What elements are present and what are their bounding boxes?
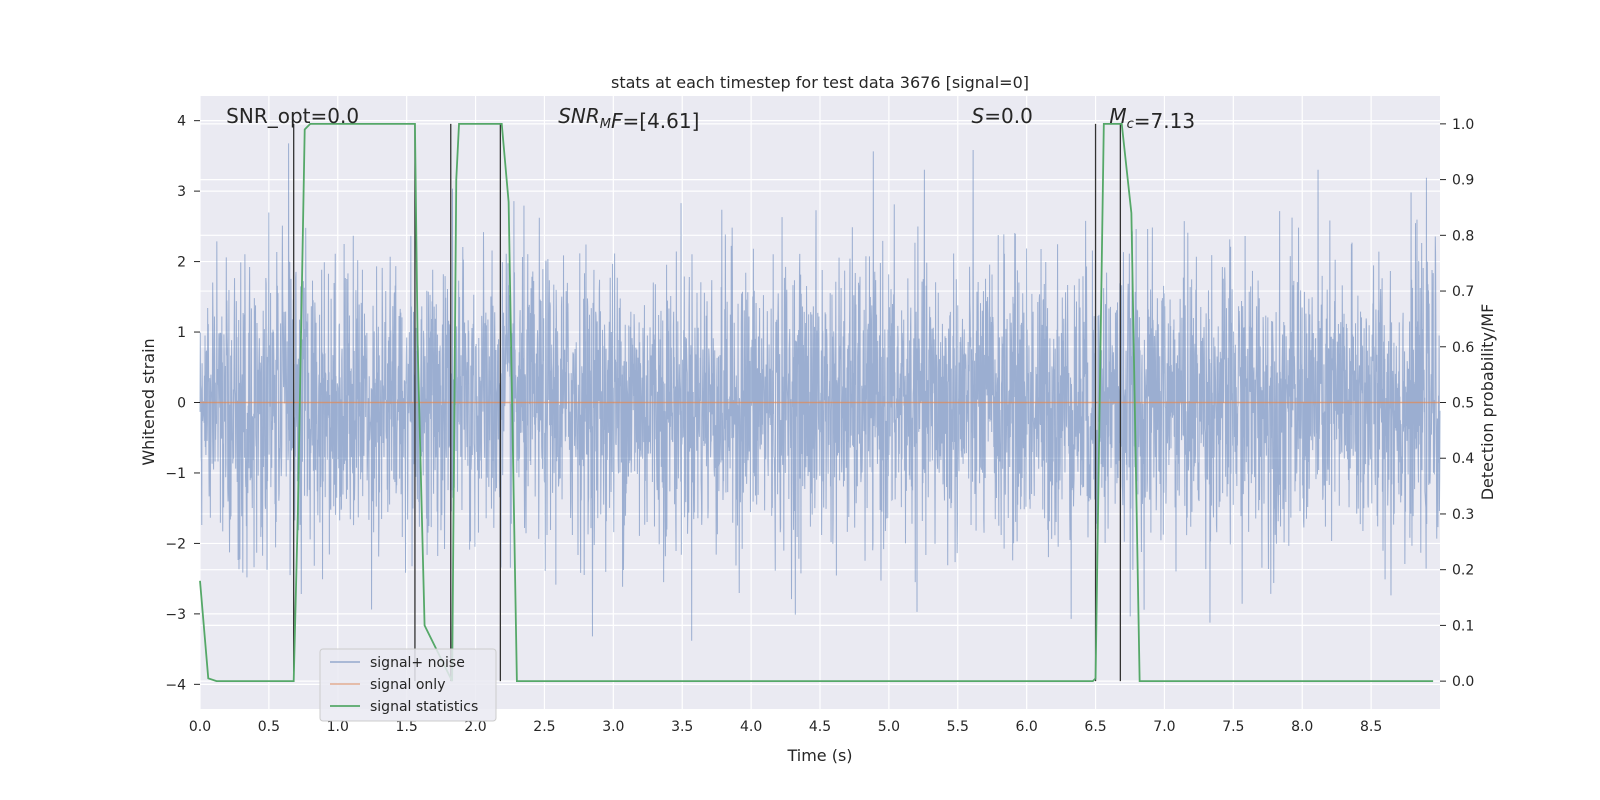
x-tick-label-8: 4.0 — [740, 719, 762, 735]
legend-label-stats: signal statistics — [370, 699, 478, 715]
y-right-tick-label-7: 0.7 — [1452, 284, 1474, 300]
y-right-tick-label-1: 0.1 — [1452, 618, 1474, 634]
legend-label-noise: signal+ noise — [370, 655, 465, 671]
legend: signal+ noise signal only signal statist… — [319, 648, 497, 722]
y-right-tick-label-9: 0.9 — [1452, 173, 1474, 189]
annotation-s: S=0.0 — [972, 104, 1033, 128]
annotation-snr-mf: SNRMF=[4.61] — [558, 104, 699, 133]
y-right-tick-label-10: 1.0 — [1452, 117, 1474, 133]
y-left-tick-label-0: −4 — [165, 677, 186, 693]
x-tick-label-11: 5.5 — [947, 719, 969, 735]
x-tick-label-2: 1.0 — [327, 719, 349, 735]
x-axis-label: Time (s) — [786, 746, 852, 765]
x-tick-label-1: 0.5 — [258, 719, 280, 735]
x-tick-label-10: 5.0 — [878, 719, 900, 735]
signal-noise-series — [199, 143, 1441, 641]
signal-noise-line — [199, 143, 1441, 641]
y-right-tick-label-2: 0.2 — [1452, 563, 1474, 579]
y-left-tick-label-6: 2 — [177, 255, 186, 271]
y-left-tick-label-2: −2 — [165, 536, 186, 552]
x-tick-label-17: 8.5 — [1360, 719, 1382, 735]
x-tick-label-6: 3.0 — [602, 719, 624, 735]
legend-label-signal: signal only — [370, 677, 445, 693]
annotation-snr-opt: SNR_opt=0.0 — [226, 104, 359, 128]
y-left-tick-label-8: 4 — [177, 114, 186, 130]
y-right-tick-label-5: 0.5 — [1452, 396, 1474, 412]
x-tick-label-4: 2.0 — [464, 719, 486, 735]
y-left-tick-label-3: −1 — [165, 466, 186, 482]
x-tick-label-16: 8.0 — [1291, 719, 1313, 735]
x-tick-label-5: 2.5 — [533, 719, 555, 735]
x-tick-label-15: 7.5 — [1222, 719, 1244, 735]
x-tick-label-9: 4.5 — [809, 719, 831, 735]
y-axis-right-ticks: 0.0 0.1 0.2 0.3 0.4 0.5 0.6 0.7 0.8 0.9 1.0 — [1440, 117, 1474, 690]
y-left-tick-label-5: 1 — [177, 325, 186, 341]
annotation-mc: Mc=7.13 — [1109, 104, 1195, 133]
signal-statistics-series — [199, 122, 1434, 683]
y-right-tick-label-3: 0.3 — [1452, 507, 1474, 523]
y-right-tick-label-8: 0.8 — [1452, 228, 1474, 244]
y-axis-left-ticks: −4 −3 −2 −1 0 1 2 3 4 — [165, 114, 200, 693]
signal-statistics-line — [199, 122, 1434, 683]
x-tick-label-12: 6.0 — [1016, 719, 1038, 735]
x-tick-label-14: 7.0 — [1153, 719, 1175, 735]
y-right-tick-label-0: 0.0 — [1452, 674, 1474, 690]
x-tick-label-3: 1.5 — [396, 719, 418, 735]
y-right-tick-label-4: 0.4 — [1452, 451, 1474, 467]
y-axis-right-label: Detection probability/MF — [1478, 304, 1497, 501]
y-left-tick-label-1: −3 — [165, 607, 186, 623]
y-right-tick-label-6: 0.6 — [1452, 340, 1474, 356]
vertical-markers — [293, 123, 1122, 682]
y-left-tick-label-4: 0 — [177, 396, 186, 412]
annotations: SNR_opt=0.0 SNRMF=[4.61] S=0.0 Mc=7.13 — [226, 104, 1195, 133]
y-left-tick-label-7: 3 — [177, 184, 186, 200]
x-tick-label-0: 0.0 — [189, 719, 211, 735]
x-tick-label-13: 6.5 — [1084, 719, 1106, 735]
x-axis-ticks: 0.0 0.5 1.0 1.5 2.0 2.5 3.0 3.5 4.0 4.5 5.0 5.5 6.0 6… — [189, 719, 1382, 735]
x-tick-label-7: 3.5 — [671, 719, 693, 735]
chart-title: stats at each timestep for test data 367… — [611, 73, 1029, 92]
y-axis-left-label: Whitened strain — [139, 338, 158, 465]
legend-box — [319, 648, 497, 722]
